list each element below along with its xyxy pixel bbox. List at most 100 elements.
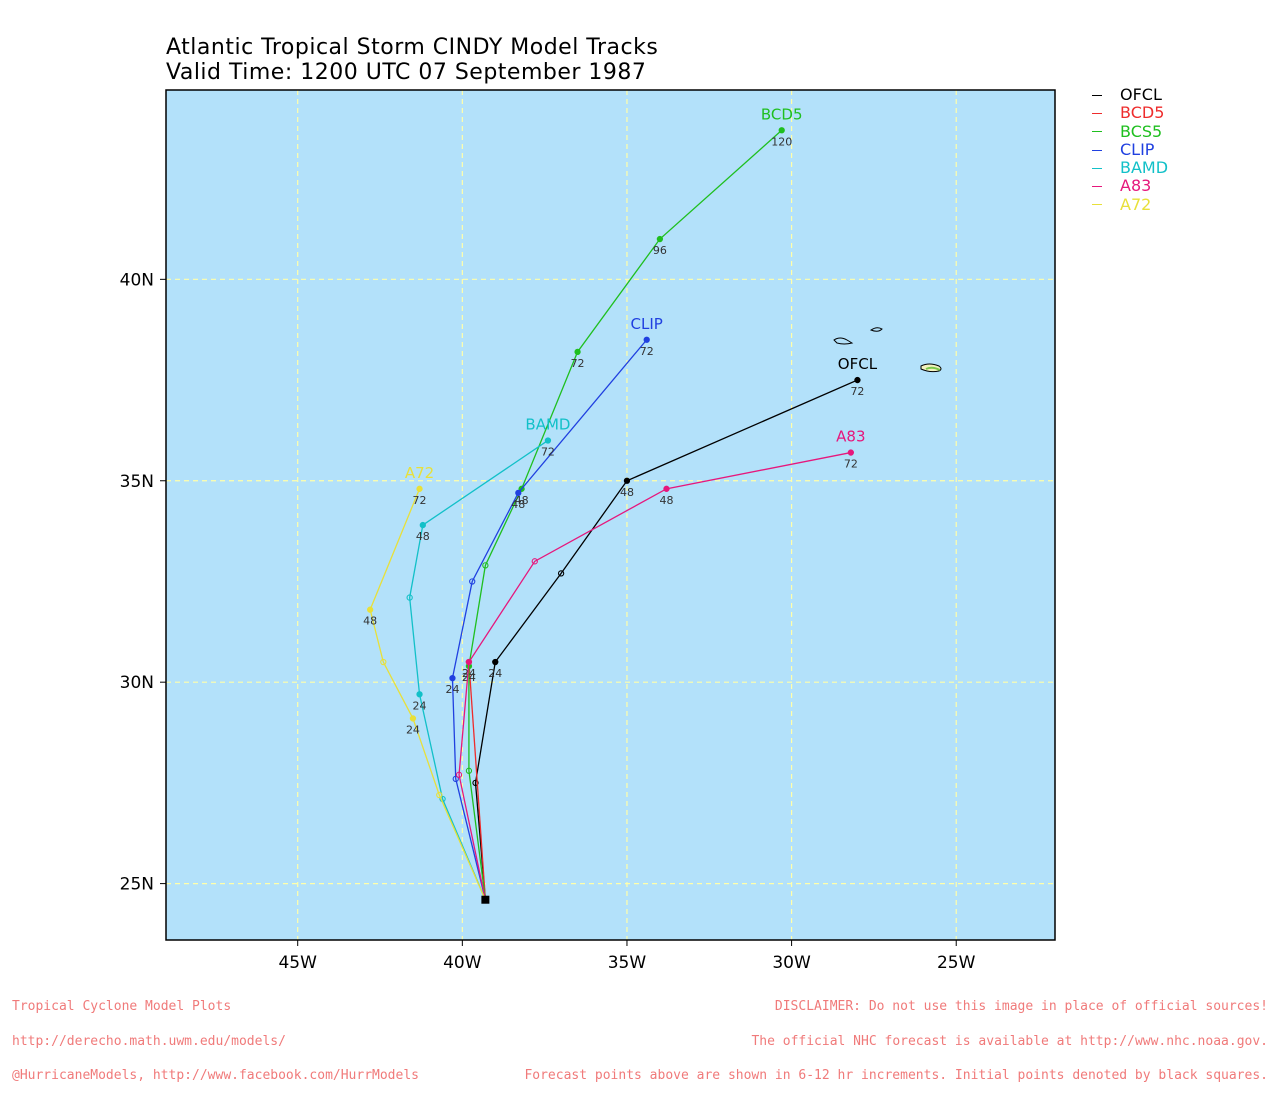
forecast-hour-label: 96 [653, 244, 667, 257]
forecast-point [436, 791, 443, 799]
footer-left-line: http://derecho.math.uwm.edu/models/ [12, 1033, 286, 1049]
forecast-point [778, 127, 785, 134]
forecast-point [366, 606, 374, 613]
forecast-hour-label: 24 [406, 723, 420, 736]
island-outline [833, 337, 854, 345]
legend-entry: A83 [1088, 177, 1168, 195]
y-tick-label: 25N [120, 875, 154, 895]
track-ofcl: 24 48 72 OFCL [472, 355, 878, 900]
forecast-point [492, 658, 499, 666]
track-end-label: A72 [405, 464, 434, 482]
forecast-point [465, 767, 473, 774]
forecast-hour-label: 120 [771, 135, 792, 148]
forecast-point [531, 558, 538, 565]
track-bcs5: 24 48 72 96 120 BCD5 [462, 105, 803, 900]
forecast-point [854, 376, 861, 384]
forecast-point [465, 658, 473, 666]
legend-swatch [1092, 204, 1102, 206]
forecast-point [472, 779, 479, 787]
map-frame [165, 89, 1056, 941]
x-tick-label: 25W [937, 953, 976, 973]
x-tick-label: 45W [278, 953, 317, 973]
forecast-point [416, 485, 423, 492]
forecast-hour-label: 72 [413, 494, 427, 507]
legend: OFCL BCD5 BCS5 CLIP BAMD A83 A72 [1088, 85, 1169, 214]
forecast-hour-label: 24 [445, 683, 459, 696]
x-tick-label: 35W [608, 953, 647, 973]
legend-entry: BAMD [1088, 158, 1169, 178]
forecast-point [452, 775, 459, 783]
legend-swatch [1092, 186, 1102, 188]
forecast-point [469, 578, 476, 585]
footer-right-line: Forecast points above are shown in 6-12 … [524, 1068, 1268, 1083]
forecast-hour-label: 48 [416, 530, 430, 543]
forecast-point [656, 235, 664, 243]
legend-entry: OFCL [1088, 85, 1168, 104]
forecast-hour-label: 72 [640, 345, 654, 358]
forecast-hour-label: 48 [659, 494, 673, 507]
forecast-hour-label: 48 [515, 494, 529, 507]
track-line [468, 661, 487, 900]
legend-swatch [1092, 149, 1102, 151]
footer-left-line: @HurricaneModels, http://www.facebook.co… [12, 1068, 419, 1083]
track-end-label: CLIP [631, 315, 663, 333]
legend-label: BCS5 [1120, 121, 1163, 141]
track-map: 244872OFCL2424487296120BCD5244872CLIP244… [120, 89, 1056, 973]
forecast-hour-label: 72 [571, 357, 585, 370]
forecast-point [406, 594, 413, 601]
track-line [468, 129, 783, 900]
forecast-hour-label: 72 [541, 445, 555, 458]
footer-right: DISCLAIMER: Do not use this image in pla… [524, 978, 1268, 1093]
initial-point-marker [481, 895, 490, 904]
track-line [451, 339, 648, 900]
track-a72: 24 48 72 A72 [363, 464, 486, 900]
legend-label: BAMD [1120, 158, 1169, 178]
track-clip: 24 48 72 CLIP [445, 315, 663, 900]
legend-swatch [1092, 131, 1102, 133]
footer-right-line: The official NHC forecast is available a… [751, 1033, 1268, 1049]
legend-entry: CLIP [1088, 139, 1168, 159]
legend-entry: BCD5 [1088, 103, 1168, 123]
track-a83: 48 72 A83 [455, 428, 866, 900]
forecast-hour-label: 24 [488, 667, 502, 680]
track-line [474, 379, 858, 900]
forecast-point [544, 437, 552, 444]
forecast-hour-label: 24 [462, 671, 476, 684]
forecast-hour-label: 48 [511, 498, 525, 511]
y-tick-label: 35N [120, 472, 154, 492]
forecast-point [643, 336, 650, 343]
track-end-label: BAMD [525, 415, 570, 433]
legend-label: BCD5 [1120, 103, 1165, 123]
island-vegetation [925, 366, 941, 371]
forecast-point [455, 771, 463, 778]
track-line [408, 439, 549, 900]
map-background [166, 90, 1055, 940]
chart-title: Atlantic Tropical Storm CINDY Model Trac… [166, 35, 659, 60]
track-line [369, 488, 486, 900]
forecast-point [663, 485, 670, 492]
y-tick-label: 40N [120, 270, 154, 290]
forecast-hour-label: 72 [844, 458, 858, 471]
legend-label: A83 [1120, 176, 1152, 196]
track-end-label: OFCL [838, 355, 878, 373]
forecast-point [515, 489, 522, 496]
legend-entry: BCS5 [1088, 121, 1168, 141]
forecast-point [623, 477, 631, 484]
legend-swatch [1092, 112, 1102, 114]
legend-entry: A72 [1088, 195, 1168, 214]
forecast-hour-label: 48 [363, 615, 377, 628]
x-tick-label: 30W [772, 953, 811, 973]
track-end-label: A83 [836, 428, 865, 446]
legend-label: CLIP [1120, 139, 1155, 159]
forecast-hour-label: 72 [850, 385, 864, 398]
forecast-point [449, 675, 456, 682]
legend-label: OFCL [1120, 85, 1162, 104]
forecast-hour-label: 24 [413, 699, 427, 712]
track-end-label: BCD5 [761, 105, 803, 123]
footer-right-line: DISCLAIMER: Do not use this image in pla… [774, 999, 1268, 1014]
forecast-point [419, 521, 426, 529]
forecast-point [409, 715, 417, 722]
footer-left: Tropical Cyclone Model Plots http://dere… [12, 978, 419, 1093]
forecast-point [574, 348, 581, 355]
y-tick-label: 30N [120, 673, 154, 693]
